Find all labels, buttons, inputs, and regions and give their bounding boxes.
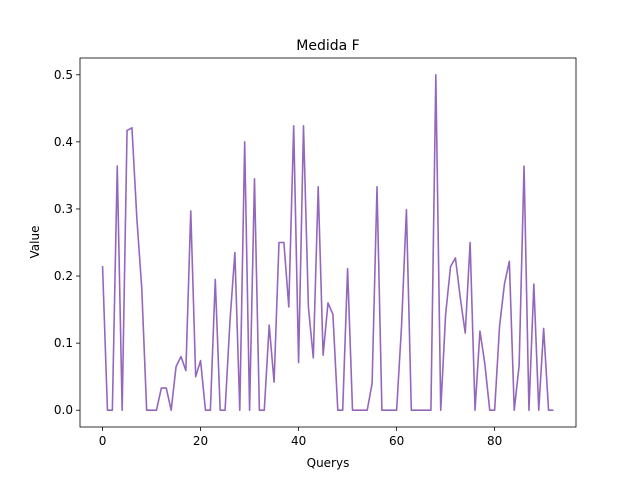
y-axis-label: Value	[28, 226, 42, 259]
x-axis-ticks: 0 20 40 60 80	[99, 427, 502, 448]
series-line-0	[101, 73, 554, 412]
x-tick-label: 80	[487, 434, 502, 448]
x-tick-label: 0	[99, 434, 107, 448]
y-tick-label: 0.1	[54, 336, 73, 350]
y-tick-label: 0.4	[54, 135, 73, 149]
y-tick-label: 0.5	[54, 68, 73, 82]
chart-title: Medida F	[296, 38, 359, 54]
plot-series-group	[101, 73, 554, 412]
y-tick-label: 0.2	[54, 269, 73, 283]
axes-frame	[79, 57, 577, 428]
y-tick-label: 0.0	[54, 403, 73, 417]
x-axis-label: Querys	[307, 456, 350, 470]
x-tick-label: 40	[291, 434, 306, 448]
y-axis-ticks: 0.0 0.1 0.2 0.3 0.4 0.5	[54, 68, 80, 417]
x-tick-label: 60	[389, 434, 404, 448]
x-tick-label: 20	[193, 434, 208, 448]
y-tick-label: 0.3	[54, 202, 73, 216]
